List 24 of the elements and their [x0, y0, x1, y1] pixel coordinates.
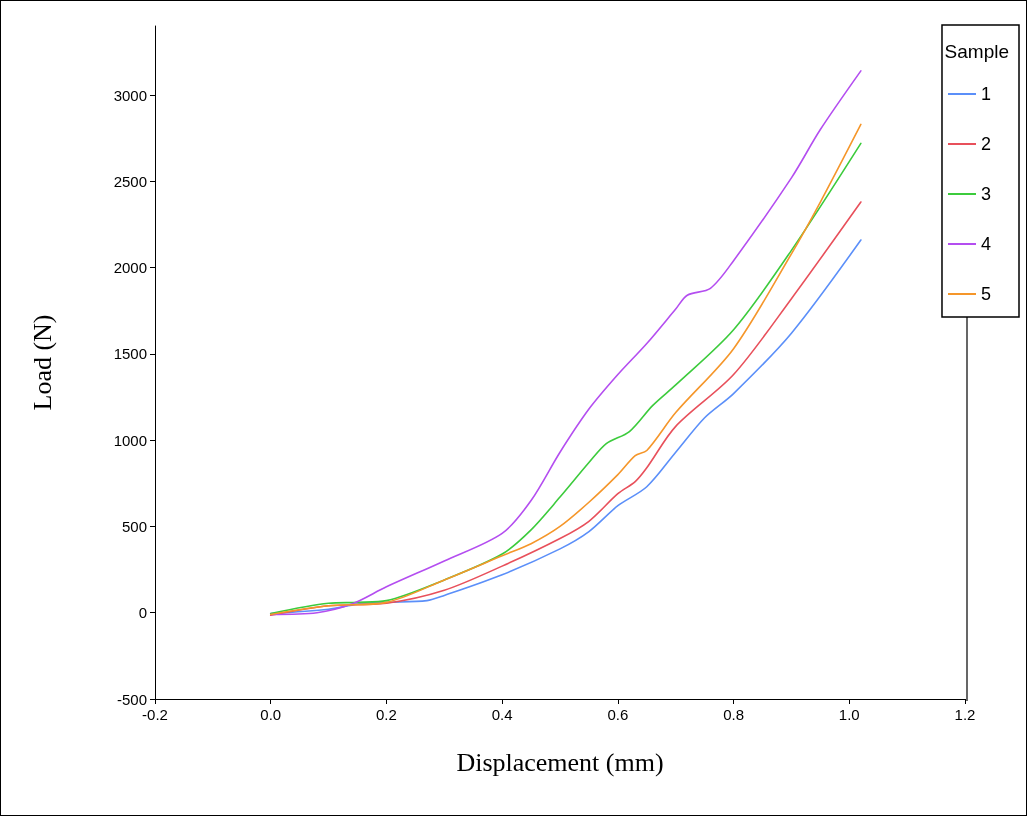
legend-title: Sample — [944, 41, 1009, 62]
x-tick-label: 0.0 — [260, 706, 282, 723]
x-axis-title: Displacement (mm) — [456, 747, 664, 777]
y-tick-label: 2000 — [113, 259, 147, 277]
legend-label: 4 — [980, 234, 991, 254]
x-tick-label: 1.0 — [838, 706, 860, 723]
x-tick-label: -0.2 — [142, 706, 168, 723]
legend-label: 1 — [980, 84, 991, 104]
y-axis-title: Load (N) — [27, 314, 57, 411]
y-tick-label: 500 — [121, 517, 147, 535]
legend-label: 3 — [980, 184, 991, 204]
legend-label: 5 — [980, 284, 991, 304]
y-tick-label: 1500 — [113, 345, 147, 363]
x-tick-label: 0.4 — [491, 706, 513, 723]
x-tick-label: 0.8 — [723, 706, 744, 723]
y-tick-label: 0 — [138, 604, 147, 622]
y-tick-label: -500 — [116, 690, 147, 708]
y-tick-label: 3000 — [113, 86, 147, 104]
y-tick-label: 1000 — [113, 431, 147, 449]
x-tick-label: 1.2 — [954, 706, 976, 723]
legend-label: 2 — [980, 134, 991, 154]
x-tick-label: 0.6 — [607, 706, 629, 723]
y-tick-label: 2500 — [113, 172, 147, 190]
x-tick-label: 0.2 — [376, 706, 397, 723]
